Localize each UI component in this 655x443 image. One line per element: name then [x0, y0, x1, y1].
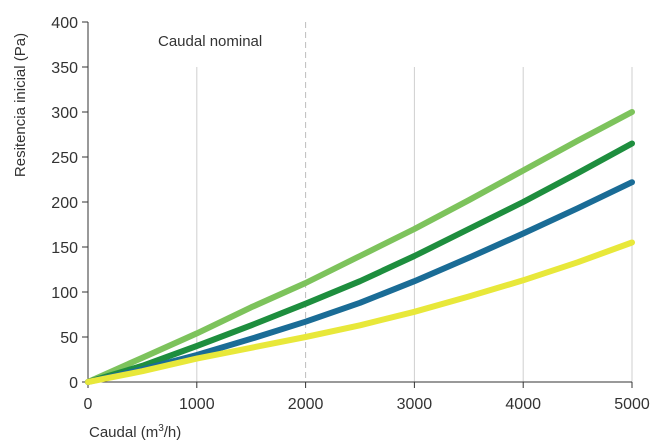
series-line-4 [85, 239, 635, 385]
x-axis-title: Caudal (m3/h) [89, 423, 181, 441]
y-axis-title: Resitencia inicial (Pa) [12, 33, 29, 177]
x-axis-title-main: Caudal (m [89, 424, 158, 441]
x-tick-label: 3000 [397, 396, 433, 413]
x-axis-title-tail: /h) [164, 424, 182, 441]
x-tick-label: 2000 [288, 396, 324, 413]
y-tick-label: 200 [51, 195, 78, 212]
y-tick-label: 100 [51, 285, 78, 302]
x-tick-label: 0 [84, 396, 93, 413]
series-line-1 [85, 109, 635, 385]
grid-layer [196, 22, 633, 382]
y-tick-label: 400 [51, 15, 78, 32]
y-tick-label: 350 [51, 60, 78, 77]
x-tick-label: 1000 [179, 396, 215, 413]
y-tick-label: 50 [60, 330, 78, 347]
y-tick-label: 250 [51, 150, 78, 167]
series-layer [85, 109, 635, 385]
y-tick-label: 0 [69, 375, 78, 392]
y-tick-label: 150 [51, 240, 78, 257]
series-line-2 [85, 140, 635, 385]
x-tick-label: 5000 [614, 396, 650, 413]
nominal-flow-annotation: Caudal nominal [158, 33, 262, 50]
x-axis-title-superscript: 3 [158, 423, 164, 434]
y-tick-label: 300 [51, 105, 78, 122]
label-layer: Resitencia inicial (Pa) Caudal (m3/h) Ca… [12, 33, 262, 441]
x-tick-label: 4000 [505, 396, 541, 413]
